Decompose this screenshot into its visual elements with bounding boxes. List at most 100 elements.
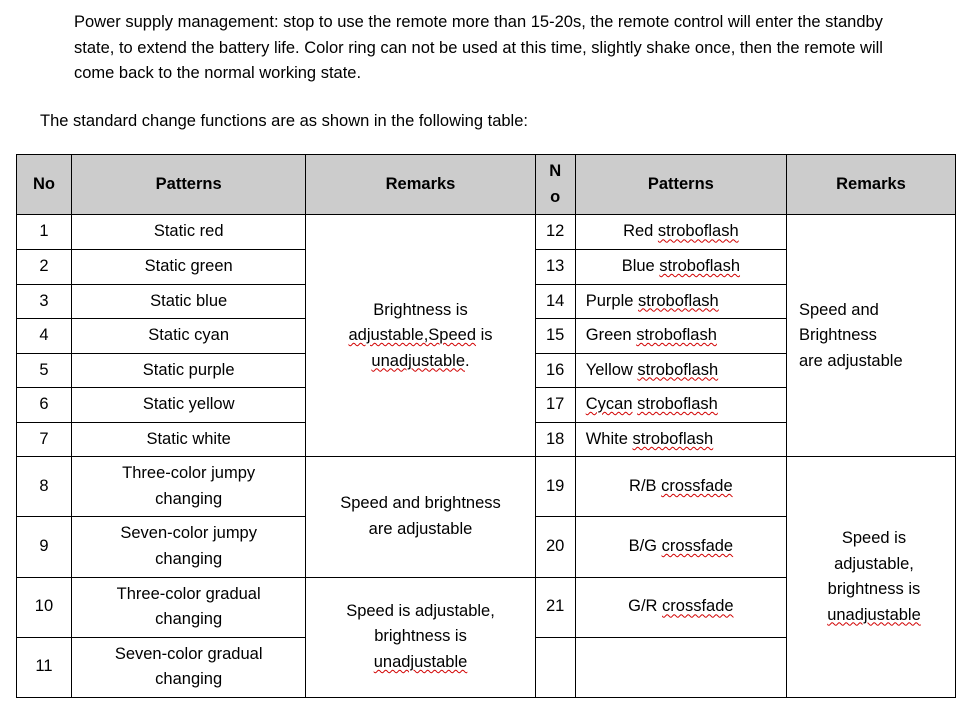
cell-pat: Seven-color gradual changing [71,637,305,697]
cell-no2: 15 [535,319,575,354]
intro-paragraph: Power supply management: stop to use the… [74,10,918,87]
txt: brightness is [374,627,467,645]
spell-underline: crossfade [662,597,734,615]
hdr-pat2: Patterns [575,155,786,215]
txt: Purple [586,292,638,310]
cell-no: 9 [17,517,72,577]
cell-pat2: G/R crossfade [575,577,786,637]
txt: is [476,326,493,344]
txt: R/B [629,477,661,495]
cell-no2 [535,637,575,697]
txt: are adjustable [799,352,903,370]
txt: B/G [629,537,662,555]
cell-rem2-b: Speed is adjustable, brightness is unadj… [786,457,955,698]
hdr-rem2: Remarks [786,155,955,215]
cell-no: 2 [17,249,72,284]
txt: Three-color jumpy [122,464,255,482]
cell-no2: 17 [535,388,575,423]
txt: Speed and [799,301,879,319]
cell-rem2-a: Speed and Brightness are adjustable [786,215,955,457]
cell-pat2: Blue stroboflash [575,249,786,284]
spell-underline: Cycan [586,395,633,413]
txt: Speed and brightness [340,494,501,512]
table-intro: The standard change functions are as sho… [40,109,948,135]
spell-underline: unadjustable [827,606,921,624]
cell-no: 4 [17,319,72,354]
txt: brightness is [828,580,921,598]
txt: changing [155,550,222,568]
txt: White [586,430,633,448]
spell-underline: unadjustable [371,352,465,370]
cell-no: 10 [17,577,72,637]
cell-pat: Static green [71,249,305,284]
cell-no2: 12 [535,215,575,250]
table-row: 1 Static red Brightness is adjustable,Sp… [17,215,956,250]
header-row: No Patterns Remarks N o Patterns Remarks [17,155,956,215]
cell-no: 5 [17,353,72,388]
cell-pat: Static cyan [71,319,305,354]
txt: . [465,352,470,370]
spell-underline: crossfade [662,537,734,555]
cell-no: 3 [17,284,72,319]
cell-pat2: Cycan stroboflash [575,388,786,423]
cell-no2: 20 [535,517,575,577]
txt: Brightness [799,326,877,344]
txt: Speed is adjustable, [346,602,495,620]
hdr-rem1: Remarks [306,155,535,215]
txt: Seven-color jumpy [120,524,257,542]
cell-no: 6 [17,388,72,423]
cell-pat: Three-color gradual changing [71,577,305,637]
txt: Three-color gradual [117,585,261,603]
cell-pat2: Green stroboflash [575,319,786,354]
spell-underline: crossfade [661,477,733,495]
cell-pat: Static yellow [71,388,305,423]
cell-pat: Static red [71,215,305,250]
hdr-no2-l1: N [549,162,561,180]
cell-no: 1 [17,215,72,250]
txt: Yellow [586,361,638,379]
cell-no: 8 [17,457,72,517]
spell-underline: stroboflash [637,361,718,379]
txt: Green [586,326,636,344]
cell-pat: Seven-color jumpy changing [71,517,305,577]
spell-underline: stroboflash [633,430,714,448]
hdr-pat1: Patterns [71,155,305,215]
spell-underline: adjustable,Speed [348,326,476,344]
cell-no2: 18 [535,422,575,457]
cell-no2: 19 [535,457,575,517]
txt: Seven-color gradual [115,645,263,663]
txt: changing [155,490,222,508]
txt: changing [155,610,222,628]
cell-pat2: White stroboflash [575,422,786,457]
txt: are adjustable [369,520,473,538]
spell-underline: stroboflash [659,257,740,275]
cell-pat: Three-color jumpy changing [71,457,305,517]
cell-pat2: B/G crossfade [575,517,786,577]
cell-pat: Static purple [71,353,305,388]
spell-underline: unadjustable [374,653,468,671]
cell-no2: 16 [535,353,575,388]
patterns-table: No Patterns Remarks N o Patterns Remarks… [16,154,956,698]
hdr-no1: No [17,155,72,215]
hdr-no2-l2: o [550,188,560,206]
cell-no: 7 [17,422,72,457]
spell-underline: stroboflash [638,292,719,310]
cell-no: 11 [17,637,72,697]
cell-pat2 [575,637,786,697]
table-row: 8 Three-color jumpy changing Speed and b… [17,457,956,517]
cell-no2: 14 [535,284,575,319]
cell-pat2: R/B crossfade [575,457,786,517]
cell-pat: Static blue [71,284,305,319]
spell-underline: stroboflash [658,222,739,240]
txt: G/R [628,597,662,615]
cell-pat2: Red stroboflash [575,215,786,250]
cell-no2: 13 [535,249,575,284]
txt: Blue [622,257,660,275]
txt: changing [155,670,222,688]
cell-pat2: Yellow stroboflash [575,353,786,388]
spell-underline: stroboflash [636,326,717,344]
txt: Red [623,222,658,240]
cell-pat: Static white [71,422,305,457]
cell-rem-c: Speed is adjustable, brightness is unadj… [306,577,535,697]
txt: adjustable, [834,555,914,573]
